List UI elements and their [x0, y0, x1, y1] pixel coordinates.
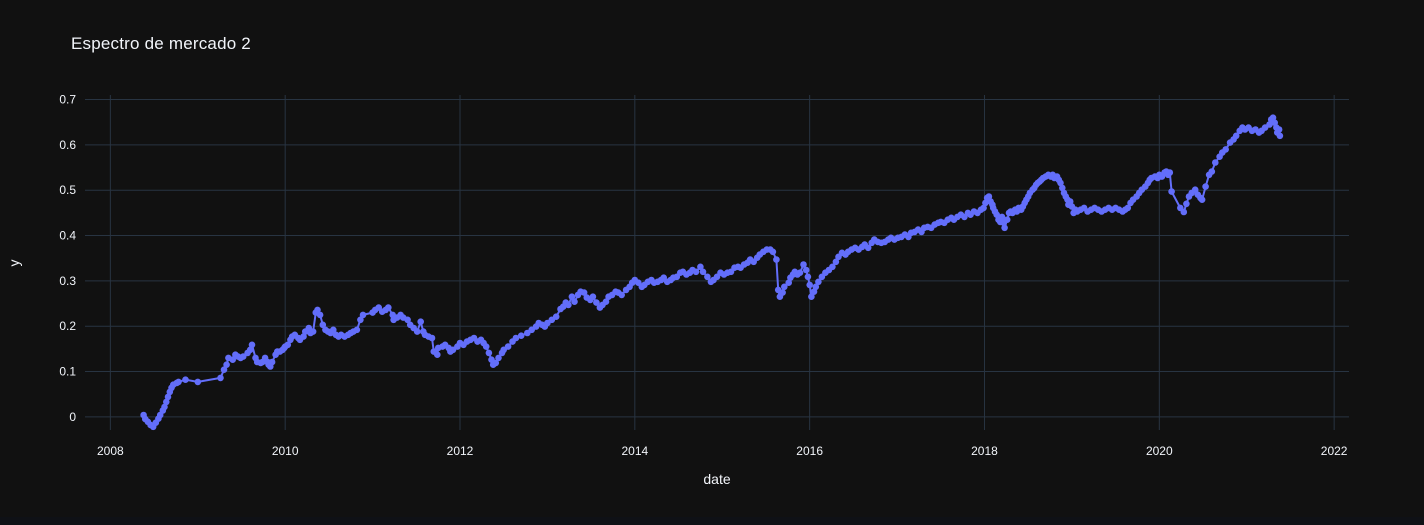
svg-text:2012: 2012	[447, 444, 474, 458]
y-axis-title: y	[6, 259, 22, 267]
svg-text:2020: 2020	[1146, 444, 1173, 458]
svg-text:2018: 2018	[971, 444, 998, 458]
series-line	[142, 116, 1281, 428]
svg-text:0.3: 0.3	[59, 274, 76, 288]
svg-text:2014: 2014	[621, 444, 648, 458]
x-axis-tick-labels: 2008 2010 2012 2014 2016 2018 2020 2022	[97, 444, 1348, 458]
gridlines	[85, 95, 1349, 430]
svg-text:2022: 2022	[1321, 444, 1348, 458]
svg-text:0.4: 0.4	[59, 229, 76, 243]
svg-text:0.1: 0.1	[59, 365, 76, 379]
footer-strip	[0, 517, 1424, 525]
x-axis-title: date	[703, 471, 731, 487]
svg-text:2016: 2016	[796, 444, 823, 458]
y-axis-tick-labels: 0 0.1 0.2 0.3 0.4 0.5 0.6 0.7	[59, 93, 76, 424]
svg-text:0.6: 0.6	[59, 138, 76, 152]
svg-text:2008: 2008	[97, 444, 124, 458]
svg-text:0.2: 0.2	[59, 319, 76, 333]
svg-text:0: 0	[69, 410, 76, 424]
svg-text:2010: 2010	[272, 444, 299, 458]
svg-text:0.7: 0.7	[59, 93, 76, 107]
svg-text:0.5: 0.5	[59, 183, 76, 197]
series-markers	[140, 114, 1284, 431]
chart-title: Espectro de mercado 2	[71, 34, 251, 53]
